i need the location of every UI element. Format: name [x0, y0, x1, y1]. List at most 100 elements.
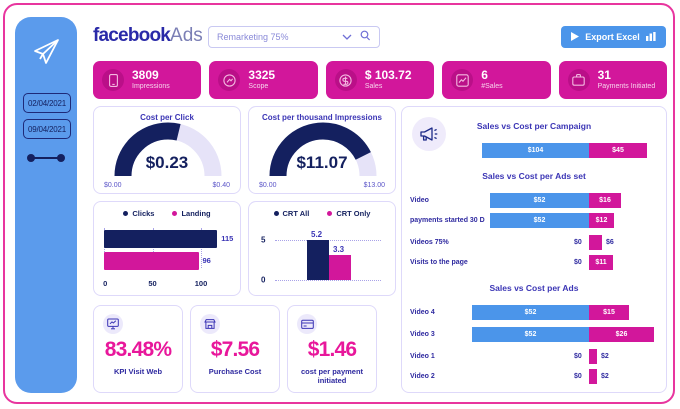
- metric-card-purchase-cost[interactable]: $7.56 Purchase Cost: [190, 305, 280, 393]
- table-row: Video 2 $0 $2: [402, 369, 666, 384]
- legend-dot: [123, 211, 129, 216]
- play-icon: [571, 31, 580, 43]
- legend-dot: [327, 211, 333, 216]
- bar-crt-only[interactable]: [329, 254, 351, 280]
- row-label: Video: [410, 197, 429, 204]
- monitor-icon: [103, 314, 123, 334]
- sidebar: 02/04/2021 09/04/2021: [15, 17, 77, 393]
- chart-card-clicks-landing: Clicks Landing 115 96 0 50 100: [93, 201, 241, 296]
- metric-value: $7.56: [210, 338, 260, 361]
- kpi-value: 6: [481, 67, 488, 82]
- bar-crt-all[interactable]: [307, 240, 329, 280]
- date-range-slider[interactable]: [27, 153, 65, 163]
- kpi-card-sales[interactable]: $ 103.72 Sales: [325, 61, 435, 99]
- metric-label: KPI Visit Web: [113, 367, 163, 376]
- bar-cost[interactable]: $16: [589, 193, 621, 208]
- line-chart-icon: [451, 69, 474, 91]
- gauge-value: $0.23: [145, 153, 189, 172]
- date-from-pill[interactable]: 02/04/2021: [23, 93, 71, 113]
- legend-item-clicks: Clicks: [123, 209, 154, 218]
- bar-cost[interactable]: $26: [589, 327, 654, 342]
- gridline: [104, 228, 106, 268]
- brand-facebook: facebook: [93, 25, 171, 46]
- bar-cost[interactable]: $15: [589, 305, 629, 320]
- bar-sales-campaign[interactable]: $104: [482, 143, 589, 158]
- gauge-min: $0.00: [259, 182, 277, 189]
- gauge-min: $0.00: [104, 182, 122, 189]
- megaphone-icon: [412, 117, 446, 151]
- table-row: Visits to the page $0 $11: [402, 255, 666, 270]
- table-row: Videos 75% $0 $6: [402, 235, 666, 250]
- table-row: payments started 30 D $52 $12: [402, 213, 666, 228]
- gauge-title: Cost per thousand Impressions: [261, 113, 383, 122]
- legend-item-landing: Landing: [172, 209, 211, 218]
- kpi-label: Payments Initiated: [597, 82, 656, 90]
- bar-sales[interactable]: $52: [472, 327, 589, 342]
- chevron-down-icon[interactable]: [342, 28, 352, 46]
- x-tick: 0: [103, 279, 108, 288]
- kpi-card-num-sales[interactable]: 6 #Sales: [442, 61, 551, 99]
- metric-card-kpi-visit-web[interactable]: 83.48% KPI Visit Web: [93, 305, 183, 393]
- credit-card-icon: [297, 314, 317, 334]
- section-title-ads-set: Sales vs Cost per Ads set: [482, 171, 586, 181]
- paper-plane-icon: [29, 35, 63, 69]
- bar-cost[interactable]: $11: [589, 255, 613, 270]
- row-label: payments started 30 D: [410, 217, 485, 224]
- campaign-select[interactable]: Remarketing 75%: [208, 26, 380, 48]
- bar-cost[interactable]: [589, 369, 597, 384]
- x-axis: 0 50 100: [103, 279, 230, 288]
- search-icon[interactable]: [360, 28, 371, 46]
- table-row: Video $52 $16: [402, 193, 666, 208]
- bar-cost-label: $6: [606, 239, 614, 246]
- gauge-card-cpm: Cost per thousand Impressions $11.07 $0.…: [248, 106, 396, 194]
- metric-label: Purchase Cost: [208, 367, 262, 376]
- export-excel-button[interactable]: Export Excel: [561, 26, 666, 48]
- bar-clicks[interactable]: [104, 230, 218, 248]
- x-tick: 100: [194, 279, 208, 288]
- metric-card-cost-per-payment[interactable]: $1.46 cost per payment initiated: [287, 305, 377, 393]
- bar-value-clicks: 115: [221, 234, 234, 243]
- dashboard-frame: 02/04/2021 09/04/2021 facebookAds Remark…: [3, 3, 675, 404]
- kpi-card-payments-initiated[interactable]: 31 Payments Initiated: [558, 61, 668, 99]
- kpi-card-scope[interactable]: 3325 Scope: [209, 61, 318, 99]
- kpi-value: 3809: [132, 67, 159, 82]
- date-to-pill[interactable]: 09/04/2021: [23, 119, 71, 139]
- section-title-ads: Sales vs Cost per Ads: [489, 283, 579, 293]
- vertical-bar-plot: 5 0 5.2 3.3: [249, 230, 395, 288]
- kpi-strip: 3809 Impressions 3325 Scope $ 103.72 Sales …: [93, 61, 668, 99]
- bar-cost-label: $2: [601, 353, 609, 360]
- slider-knob-right[interactable]: [57, 154, 65, 162]
- row-label: Video 1: [410, 353, 435, 360]
- table-row: Video 3 $52 $26: [402, 327, 666, 342]
- gauge-cost-per-click: $0.23: [94, 122, 240, 180]
- kpi-card-impressions[interactable]: 3809 Impressions: [93, 61, 202, 99]
- bar-cost[interactable]: [589, 235, 602, 250]
- slider-knob-left[interactable]: [27, 154, 35, 162]
- bar-sales[interactable]: $52: [490, 213, 589, 228]
- y-tick: 0: [261, 275, 266, 285]
- kpi-label: Impressions: [132, 82, 170, 90]
- bar-sales-zero: $0: [574, 259, 582, 266]
- gauge-card-cost-per-click: Cost per Click $0.23 $0.00 $0.40: [93, 106, 241, 194]
- bar-cost-label: $2: [601, 373, 609, 380]
- legend-item-crt-all: CRT All: [273, 209, 309, 218]
- bar-value-crt-only: 3.3: [333, 244, 345, 254]
- brand-ads: Ads: [170, 25, 203, 46]
- bar-cost[interactable]: [589, 349, 597, 364]
- bar-sales-zero: $0: [574, 373, 582, 380]
- export-excel-label: Export Excel: [585, 32, 640, 42]
- row-label: Visits to the page: [410, 259, 468, 266]
- chart-card-crt: CRT All CRT Only 5 0 5.2 3.3: [248, 201, 396, 296]
- bar-cost-campaign[interactable]: $45: [589, 143, 647, 158]
- store-icon: [200, 314, 220, 334]
- legend-label: Landing: [181, 209, 211, 218]
- bar-cost[interactable]: $12: [589, 213, 614, 228]
- page-title: facebookAds: [93, 25, 203, 47]
- horizontal-bar-plot: 115 96: [104, 228, 234, 280]
- mobile-icon: [102, 69, 124, 91]
- bar-landing[interactable]: [104, 252, 199, 270]
- metric-value: 83.48%: [104, 338, 172, 361]
- metric-label: cost per payment initiated: [300, 367, 364, 385]
- bar-sales[interactable]: $52: [490, 193, 589, 208]
- bar-sales[interactable]: $52: [472, 305, 589, 320]
